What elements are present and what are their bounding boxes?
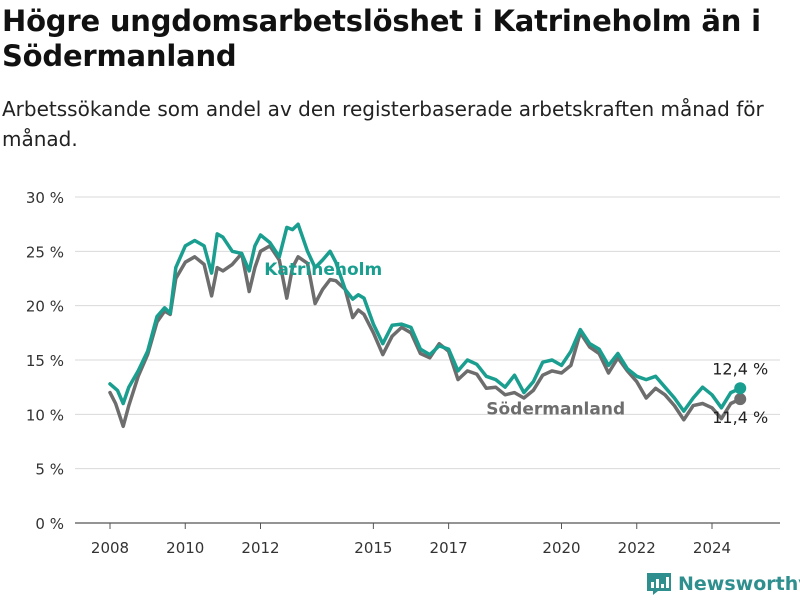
series-end-point-sodermanland <box>734 393 747 406</box>
x-tick-label: 2010 <box>166 539 204 557</box>
y-tick-label: 30 % <box>26 189 64 207</box>
y-tick-label: 10 % <box>26 406 64 424</box>
series-lines <box>108 222 747 429</box>
series-name-label-katrineholm: Katrineholm <box>264 260 382 280</box>
series-labels: 11,4 % 12,4 % Katrineholm Södermanland <box>264 260 768 427</box>
series-name-label-sodermanland: Södermanland <box>486 399 625 419</box>
x-tick-label: 2012 <box>241 539 279 557</box>
x-tick-label: 2022 <box>618 539 656 557</box>
series-end-point-katrineholm <box>734 382 747 395</box>
y-axis: 0 % 5 % 10 % 15 % 20 % 25 % 30 % <box>26 189 64 533</box>
y-tick-label: 0 % <box>35 515 64 533</box>
series-line-sodermanland <box>108 244 742 429</box>
x-tick-label: 2020 <box>542 539 580 557</box>
newsworthy-logo-icon <box>647 573 671 595</box>
brand-name: Newsworthy <box>678 573 800 595</box>
newsworthy-logo: Newsworthy <box>646 570 800 598</box>
y-tick-label: 15 % <box>26 352 64 370</box>
end-value-label-sodermanland: 11,4 % <box>712 408 768 427</box>
chart-subtitle: Arbetssökande som andel av den registerb… <box>2 97 764 151</box>
y-tick-label: 5 % <box>35 461 64 479</box>
y-tick-label: 20 % <box>26 298 64 316</box>
x-tick-label: 2024 <box>693 539 731 557</box>
x-axis: 2008 2010 2012 2015 2017 2020 2022 2024 <box>91 523 731 557</box>
x-tick-label: 2017 <box>430 539 468 557</box>
grid-lines <box>75 196 780 524</box>
x-tick-label: 2015 <box>354 539 392 557</box>
y-tick-label: 25 % <box>26 243 64 261</box>
end-value-label-katrineholm: 12,4 % <box>712 359 768 378</box>
series-line-katrineholm <box>108 222 742 413</box>
x-tick-label: 2008 <box>91 539 129 557</box>
chart-title: Högre ungdomsarbetslöshet i Katrineholm … <box>2 4 761 73</box>
